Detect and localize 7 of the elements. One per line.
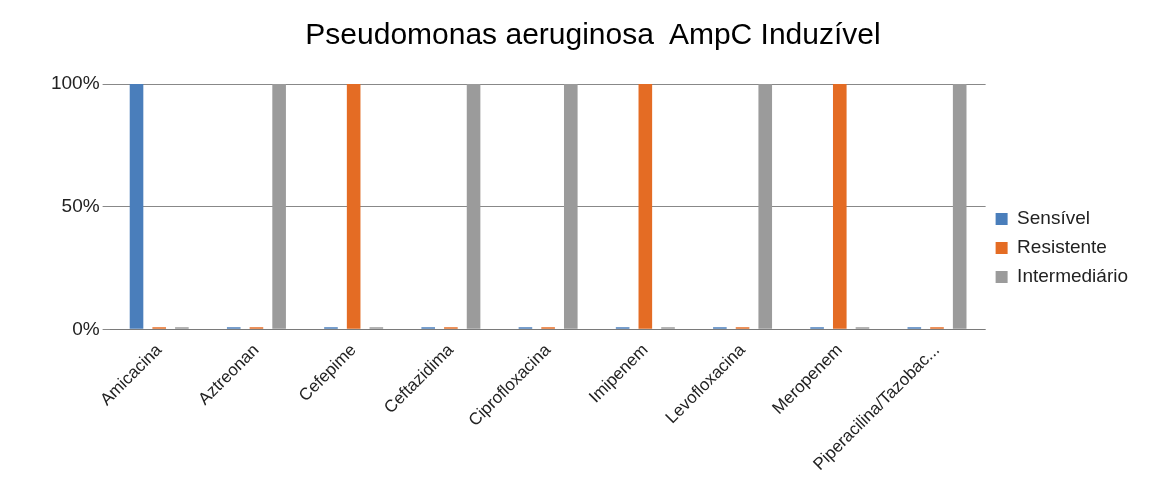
y-tick-label: 100% <box>50 72 100 94</box>
legend-label: Sensível <box>1017 207 1090 229</box>
legend-label: Resistente <box>1017 236 1107 258</box>
chart-title: Pseudomonas aeruginosa AmpC Induzível <box>305 17 881 51</box>
y-tick-label: 50% <box>61 194 100 216</box>
y-tick-label: 0% <box>72 317 100 339</box>
legend-label: Intermediário <box>1017 265 1129 287</box>
